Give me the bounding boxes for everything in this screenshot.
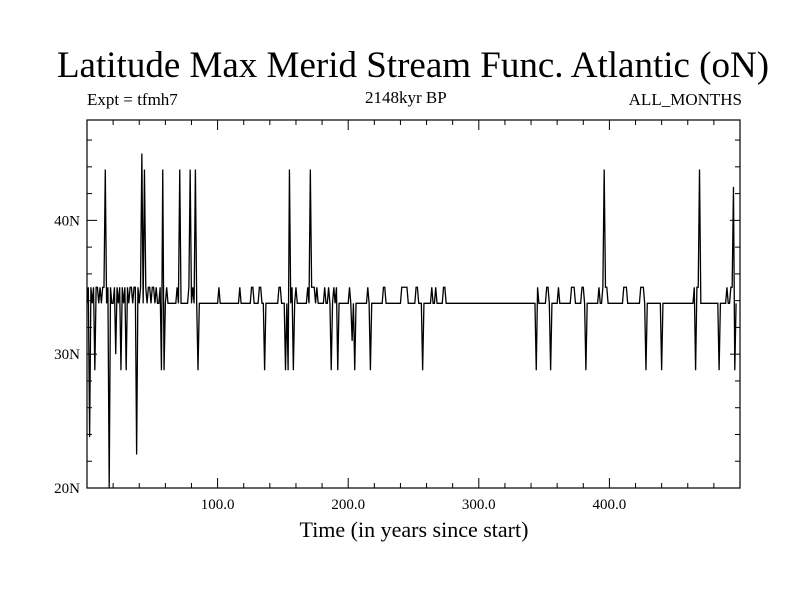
axis-ticks [87,120,740,488]
y-tick-label: 40N [54,213,80,229]
y-tick-label: 30N [54,347,80,363]
months-label: ALL_MONTHS [628,90,742,109]
experiment-label: Expt = tfmh7 [87,90,178,109]
x-tick-label: 100.0 [201,497,235,513]
series-layer [86,153,737,489]
y-tick-label: 20N [54,481,80,497]
x-tick-label: 400.0 [593,497,627,513]
x-axis-label: Time (in years since start) [299,517,529,542]
x-tick-label: 300.0 [462,497,496,513]
tick-labels: 100.0 200.0 300.0 400.0 20N 30N 40N [54,213,626,513]
plot-frame [86,119,741,489]
x-tick-label: 200.0 [331,497,365,513]
chart-title: Latitude Max Merid Stream Func. Atlantic… [56,45,770,86]
period-label: 2148kyr BP [365,88,447,107]
series-line-0 [86,153,737,489]
